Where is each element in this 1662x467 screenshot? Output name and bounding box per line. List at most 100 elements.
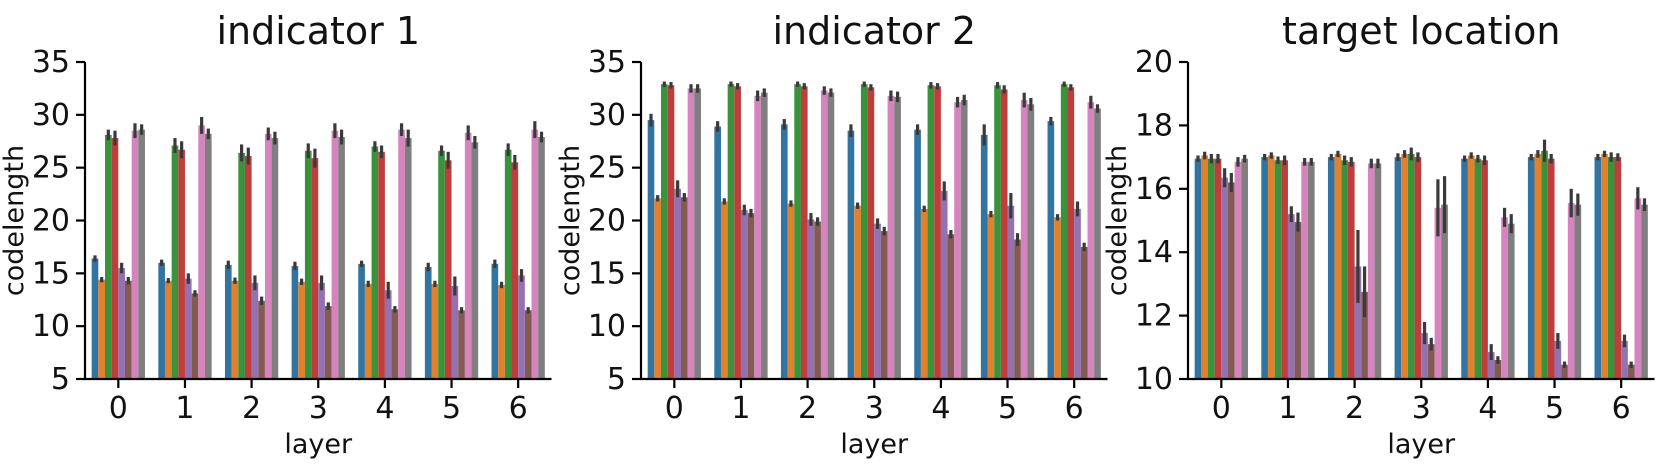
x-tick-label: 0 xyxy=(1212,391,1231,426)
bar-blue-layer1 xyxy=(158,262,165,379)
bar-orange-layer0 xyxy=(98,279,105,379)
x-tick-label: 0 xyxy=(109,391,128,426)
x-tick-label: 2 xyxy=(1345,391,1364,426)
bar-gray-layer2 xyxy=(271,138,279,379)
bar-brown-layer6 xyxy=(524,310,532,379)
bar-red-layer3 xyxy=(867,87,875,380)
bar-blue-layer1 xyxy=(714,126,721,380)
bar-purple-layer1 xyxy=(1287,214,1295,379)
bar-green-layer6 xyxy=(1060,84,1068,379)
x-tick-label: 4 xyxy=(375,391,394,426)
bar-gray-layer1 xyxy=(1307,161,1315,379)
bar-orange-layer5 xyxy=(987,214,995,379)
bar-purple-layer6 xyxy=(1621,340,1628,379)
bar-brown-layer5 xyxy=(458,310,465,379)
bar-red-layer3 xyxy=(1414,157,1422,379)
bar-purple-layer4 xyxy=(384,290,392,379)
bar-red-layer6 xyxy=(511,162,519,379)
bar-orange-layer4 xyxy=(1467,155,1475,379)
bar-brown-layer0 xyxy=(1227,182,1235,379)
x-tick-label: 2 xyxy=(242,391,261,426)
bar-brown-layer4 xyxy=(1494,359,1502,379)
bar-pink-layer5 xyxy=(1020,100,1028,379)
chart-title: indicator 2 xyxy=(772,9,976,53)
bar-green-layer3 xyxy=(304,150,312,379)
x-tick-label: 3 xyxy=(309,391,328,426)
bar-gray-layer5 xyxy=(1027,104,1035,380)
bar-red-layer4 xyxy=(1481,160,1488,379)
bar-brown-layer5 xyxy=(1014,239,1021,379)
bar-red-layer5 xyxy=(1000,89,1008,379)
y-tick-label: 15 xyxy=(588,256,626,291)
bar-brown-layer2 xyxy=(1361,291,1368,379)
bar-orange-layer1 xyxy=(720,201,728,379)
bar-pink-layer6 xyxy=(1634,198,1642,379)
y-tick-label: 35 xyxy=(32,45,70,80)
bar-orange-layer5 xyxy=(431,283,439,379)
bar-blue-layer4 xyxy=(358,263,365,379)
bar-red-layer3 xyxy=(311,158,319,379)
bar-brown-layer1 xyxy=(191,293,199,379)
y-tick-label: 12 xyxy=(1135,299,1173,334)
y-tick-label: 5 xyxy=(51,362,70,397)
bar-orange-layer1 xyxy=(164,280,172,379)
bar-brown-layer4 xyxy=(947,234,955,379)
y-axis-label: codelength xyxy=(0,145,30,296)
bar-pink-layer4 xyxy=(954,102,961,380)
bar-green-layer0 xyxy=(1207,158,1215,379)
x-axis-label: layer xyxy=(1387,429,1456,460)
bar-pink-layer5 xyxy=(464,132,472,379)
bar-gray-layer0 xyxy=(694,88,701,380)
bar-gray-layer3 xyxy=(894,96,901,380)
bar-blue-layer0 xyxy=(647,120,655,380)
bar-brown-layer1 xyxy=(1294,222,1302,379)
bar-purple-layer5 xyxy=(1007,205,1015,379)
bar-blue-layer1 xyxy=(1261,157,1268,379)
bar-blue-layer6 xyxy=(1594,157,1602,379)
bar-gray-layer3 xyxy=(338,137,345,379)
bar-green-layer5 xyxy=(1541,150,1548,379)
bar-gray-layer2 xyxy=(1374,163,1382,379)
x-tick-label: 4 xyxy=(931,391,950,426)
bar-gray-layer0 xyxy=(138,129,145,379)
y-tick-label: 35 xyxy=(588,45,626,80)
y-tick-label: 30 xyxy=(32,98,70,133)
y-tick-label: 30 xyxy=(588,98,626,133)
bar-blue-layer0 xyxy=(91,258,99,379)
bar-blue-layer3 xyxy=(847,130,855,379)
bar-purple-layer1 xyxy=(184,278,192,379)
bar-pink-layer0 xyxy=(131,130,139,379)
bar-orange-layer3 xyxy=(1401,153,1408,379)
bar-blue-layer5 xyxy=(980,134,988,379)
bar-blue-layer3 xyxy=(291,265,299,379)
subplot-2: indicator 2 5 10 15 20 25 30 35 0 1 2 3 4 5 6 layer code… xyxy=(555,9,1108,460)
bar-gray-layer4 xyxy=(404,138,412,379)
bar-red-layer4 xyxy=(378,151,385,379)
bar-purple-layer5 xyxy=(451,286,459,379)
bar-gray-layer5 xyxy=(1574,204,1582,379)
bar-pink-layer2 xyxy=(820,90,828,379)
bar-orange-layer0 xyxy=(1201,155,1208,379)
bar-blue-layer5 xyxy=(424,266,432,379)
y-tick-label: 18 xyxy=(1135,108,1173,143)
bar-pink-layer5 xyxy=(1567,203,1575,379)
bar-pink-layer1 xyxy=(1301,161,1308,379)
bar-green-layer2 xyxy=(794,84,801,379)
bar-gray-layer5 xyxy=(471,142,479,379)
bar-gray-layer4 xyxy=(1507,223,1515,379)
bar-pink-layer1 xyxy=(198,125,205,380)
y-tick-label: 20 xyxy=(588,204,626,239)
bar-blue-layer2 xyxy=(780,124,788,379)
bar-brown-layer0 xyxy=(124,280,132,379)
y-tick-label: 20 xyxy=(32,204,70,239)
bar-pink-layer0 xyxy=(1234,161,1242,379)
bar-orange-layer4 xyxy=(920,208,928,379)
bar-gray-layer3 xyxy=(1441,204,1448,379)
bar-red-layer6 xyxy=(1067,87,1075,380)
bar-brown-layer3 xyxy=(324,306,332,379)
bar-gray-layer0 xyxy=(1241,158,1248,379)
bar-red-layer5 xyxy=(444,160,452,379)
y-tick-label: 25 xyxy=(32,151,70,186)
bar-green-layer2 xyxy=(238,152,245,379)
